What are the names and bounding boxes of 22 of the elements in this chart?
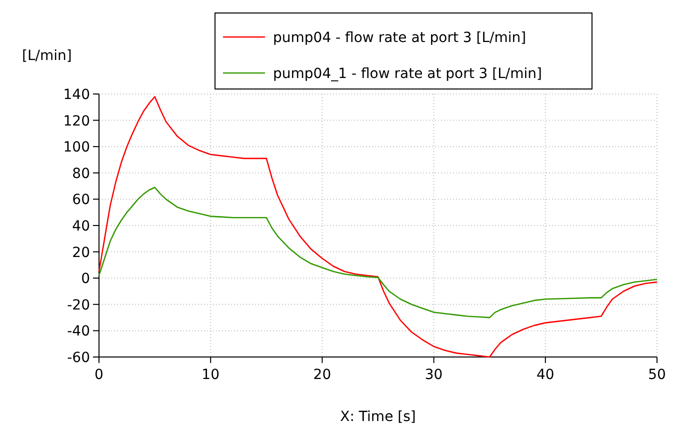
x-axis-title: X: Time [s] xyxy=(340,409,416,425)
y-axis-title: [L/min] xyxy=(22,48,72,64)
x-tick-label: 50 xyxy=(648,367,666,383)
y-tick-label: 60 xyxy=(72,192,90,208)
y-tick-label: 120 xyxy=(63,113,90,130)
y-tick-label: 40 xyxy=(72,218,90,234)
x-tick-label: 30 xyxy=(424,367,443,383)
y-tick-label: -20 xyxy=(67,297,90,314)
y-tick-label: 100 xyxy=(63,140,90,156)
y-tick-label: 0 xyxy=(81,271,90,288)
legend-label: pump04_1 - flow rate at port 3 [L/min] xyxy=(273,66,542,82)
legend-label: pump04 - flow rate at port 3 [L/min] xyxy=(273,30,526,46)
x-tick-label: 0 xyxy=(94,367,104,383)
x-tick-label: 20 xyxy=(313,367,332,383)
y-tick-label: -60 xyxy=(67,350,90,366)
x-tick-label: 40 xyxy=(536,367,554,383)
y-tick-label: 20 xyxy=(72,244,90,261)
y-tick-label: 80 xyxy=(72,166,90,182)
line-series xyxy=(98,186,658,318)
x-tick-label: 10 xyxy=(202,367,220,383)
y-tick-label: 140 xyxy=(63,87,90,103)
y-tick-label: -40 xyxy=(67,324,90,340)
